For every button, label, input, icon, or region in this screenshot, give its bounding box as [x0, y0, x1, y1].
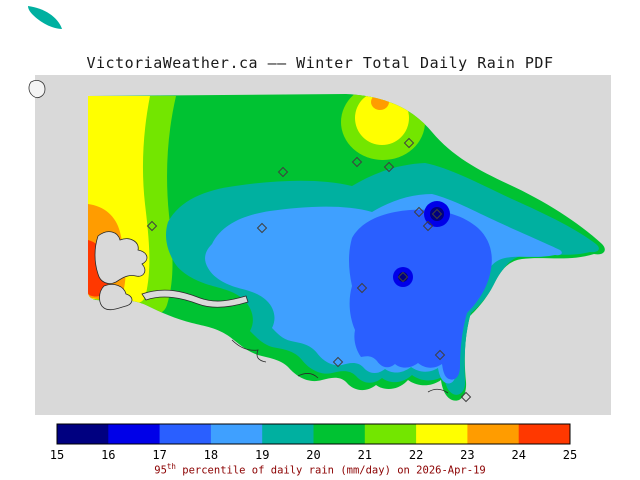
- colorbar-tick-label: 22: [409, 448, 423, 462]
- minimum-cell-1-core: [430, 207, 444, 221]
- station-markers: [146, 137, 472, 403]
- station-marker: [256, 222, 268, 234]
- colorbar-segment: [210, 424, 263, 444]
- colorbar-ticks: 15 16 17 18 19 20 21 22 23 24 25: [50, 448, 577, 462]
- colorbar-caption: 95th percentile of daily rain (mm/day) o…: [0, 462, 640, 477]
- inner-contours: [88, 94, 599, 395]
- station-marker: [277, 166, 289, 178]
- colorbar-tick-label: 16: [101, 448, 115, 462]
- station-marker: [460, 391, 472, 403]
- station-marker: [351, 156, 363, 168]
- corner-contour-fragment: [28, 6, 62, 29]
- north-cell-yellow: [355, 94, 409, 145]
- colorbar-segment: [159, 424, 212, 444]
- station-marker: [434, 349, 446, 361]
- colorbar-segment: [108, 424, 161, 444]
- rain-contours: [88, 94, 605, 401]
- colorbar-tick-label: 24: [511, 448, 525, 462]
- caption-percentile-number: 95: [154, 464, 167, 477]
- colorbar: [56, 423, 571, 445]
- gorge-waterway: [141, 289, 249, 308]
- station-marker: [332, 356, 344, 368]
- station-marker: [383, 161, 395, 173]
- station-marker: [356, 282, 368, 294]
- minimum-cell-2-core: [398, 272, 408, 282]
- colorbar-border: [56, 423, 571, 445]
- esquimalt-harbour: [94, 231, 148, 284]
- colorbar-tick-label: 20: [306, 448, 320, 462]
- station-marker: [413, 206, 425, 218]
- colorbar-tick-label: 15: [50, 448, 64, 462]
- south-coast-inlet-3: [427, 388, 449, 394]
- contour-level-17-mediumblue: [349, 209, 492, 380]
- colorbar-segment: [262, 424, 314, 444]
- coastline-details: [94, 231, 449, 394]
- colorbar-tick-label: 19: [255, 448, 269, 462]
- colorbar-tick-label: 21: [358, 448, 372, 462]
- colorbar-segment: [416, 424, 468, 444]
- south-coast-inlet-2: [297, 373, 319, 379]
- colorbar-segment: [467, 424, 520, 444]
- plot-title: VictoriaWeather.ca —— Winter Total Daily…: [86, 54, 554, 72]
- station-marker: [146, 220, 158, 232]
- colorbar-tick-label: 17: [152, 448, 166, 462]
- victoria-harbour: [99, 284, 133, 311]
- station-marker: [431, 208, 443, 220]
- colorbar-segment: [313, 424, 366, 444]
- colorbar-tick-label: 18: [204, 448, 218, 462]
- colorbar-segment: [364, 424, 417, 444]
- south-coast-inlet-1: [231, 339, 267, 363]
- caption-ordinal-suffix: th: [166, 462, 176, 471]
- station-marker: [397, 271, 409, 283]
- colorbar-tick-label: 23: [460, 448, 474, 462]
- colorbar-tick-label: 25: [563, 448, 577, 462]
- colorbar-segment: [518, 424, 571, 444]
- station-marker: [422, 220, 434, 232]
- colorbar-segment: [57, 424, 109, 444]
- station-marker: [403, 137, 415, 149]
- small-island-outline: [28, 80, 46, 98]
- caption-text: percentile of daily rain (mm/day) on 202…: [175, 464, 486, 477]
